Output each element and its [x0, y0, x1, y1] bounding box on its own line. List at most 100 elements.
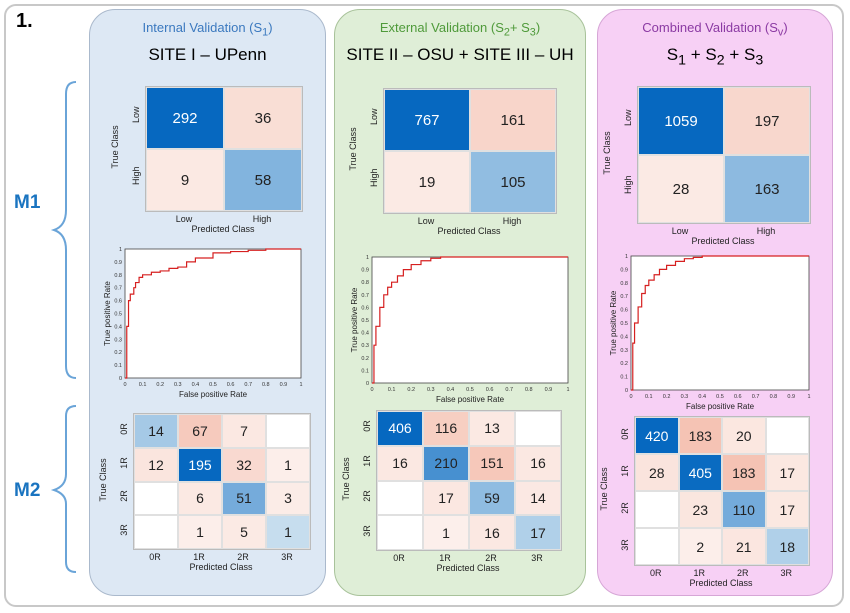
x-tick-label: 0.8: [770, 394, 778, 400]
matrix-cell: 183: [722, 454, 766, 491]
site-sub: 3: [755, 52, 764, 69]
y-tick-label: 0.6: [361, 305, 369, 311]
matrix-cell: 21: [722, 528, 766, 565]
col-tick-label: 0R: [393, 553, 405, 563]
row-tick-label: 1R: [620, 464, 630, 477]
matrix-cell: 163: [724, 155, 810, 223]
matrix-cell: 110: [722, 491, 766, 528]
x-tick-label: 0.1: [645, 394, 653, 400]
matrix-cell: 58: [224, 149, 302, 211]
x-tick-label: 0.2: [156, 382, 164, 388]
col-tick-label: Low: [175, 214, 193, 224]
matrix-cell: 16: [469, 515, 515, 550]
site-label: SITE I – UPenn: [148, 45, 267, 64]
x-tick-label: 0.7: [505, 387, 513, 393]
title-end: ): [535, 20, 541, 35]
col-tick-label: High: [502, 216, 522, 226]
title-subscript: 2: [503, 26, 510, 39]
site-label: SITE II – OSU + SITE III – UH: [346, 45, 574, 64]
y-tick-label: 0.1: [114, 363, 122, 369]
matrix-cell: 6: [178, 481, 222, 516]
x-tick-label: 0.1: [139, 382, 147, 388]
col-tick-label: 1R: [193, 552, 205, 562]
x-axis-label: Predicted Class: [689, 578, 753, 588]
confusion-matrix: 292 36 9 58: [145, 86, 303, 212]
x-tick-label: 0.5: [466, 387, 474, 393]
x-tick-label: 1: [807, 394, 810, 400]
col-tick-label: High: [252, 214, 272, 224]
matrix-cell: 9: [146, 149, 224, 211]
matrix-cell: 59: [469, 480, 515, 516]
y-tick-label: 0.9: [361, 268, 369, 274]
x-tick-label: 0.1: [388, 387, 396, 393]
row-tick-label: 2R: [119, 490, 129, 503]
panel-title: Combined Validation (Sv): [598, 20, 832, 39]
matrix-cell: 195: [178, 447, 222, 482]
y-tick-label: 0: [119, 376, 122, 382]
matrix-cell: 19: [384, 151, 470, 213]
matrix-cell: 67: [178, 414, 222, 448]
col-tick-label: 2R: [485, 553, 497, 563]
y-tick-label: 0.5: [114, 312, 122, 318]
matrix-cell: 36: [224, 87, 302, 149]
matrix-cell: 51: [222, 481, 266, 516]
row-tick-label: 0R: [362, 420, 372, 433]
matrix-cell: 151: [469, 445, 515, 481]
row-tick-label: Low: [623, 109, 633, 126]
col-tick-label: 2R: [736, 568, 749, 578]
y-tick-label: 1: [119, 247, 122, 253]
y-tick-label: 0.5: [361, 318, 369, 324]
y-tick-label: 1: [625, 254, 628, 260]
y-tick-label: 0.6: [114, 299, 122, 305]
x-tick-label: 0.4: [698, 394, 706, 400]
y-axis-label: True Class: [98, 457, 108, 502]
matrix-cell: 17: [423, 480, 469, 516]
y-tick-label: 0.1: [620, 375, 628, 381]
row-tick-label: Low: [369, 108, 379, 125]
col-tick-label: High: [756, 226, 776, 236]
matrix-cell: 17: [515, 515, 561, 550]
x-tick-label: 0.9: [787, 394, 795, 400]
y-tick-label: 0.7: [114, 286, 122, 292]
y-axis-label: True positive Rate: [609, 290, 618, 355]
x-tick-label: 0.5: [209, 382, 217, 388]
matrix-cell: 12: [134, 447, 178, 482]
plot-area: [630, 255, 810, 391]
confusion-matrix: 420 183 20 28 405 183 17 23 110 17 2 21 18: [634, 416, 810, 566]
matrix-cell: [134, 515, 178, 549]
col-tick-label: 1R: [693, 568, 705, 578]
row-tick-label: 3R: [119, 524, 129, 536]
x-tick-label: 0.6: [486, 387, 494, 393]
figure-frame: [4, 4, 844, 607]
x-axis-label: Predicted Class: [191, 224, 255, 234]
matrix-cell: [377, 480, 423, 516]
x-tick-label: 0.3: [681, 394, 689, 400]
y-tick-label: 0.5: [620, 321, 628, 327]
matrix-cell: [266, 414, 310, 448]
col-tick-label: 3R: [281, 552, 293, 562]
x-tick-label: 0.8: [525, 387, 533, 393]
confusion-matrix: 767 161 19 105: [383, 88, 557, 214]
matrix-cell: 292: [146, 87, 224, 149]
title-mid: + S: [509, 20, 530, 35]
figure-number: 1.: [16, 10, 33, 32]
matrix-cell: 20: [722, 417, 766, 454]
x-tick-label: 0.2: [407, 387, 415, 393]
matrix-cell: 116: [423, 411, 469, 446]
matrix-cell: 1: [178, 515, 222, 549]
matrix-cell: 23: [678, 491, 722, 528]
confusion-matrix: 14 67 7 12 195 32 1 6 51 3 1 5 1: [133, 413, 311, 550]
y-axis-label: True Class: [341, 456, 351, 501]
col-tick-label: Low: [671, 226, 689, 236]
y-tick-label: 0: [625, 388, 628, 394]
x-tick-label: 0: [370, 387, 373, 393]
x-axis-label: Predicted Class: [436, 563, 500, 573]
x-tick-label: 0: [123, 382, 126, 388]
matrix-cell: 16: [377, 445, 423, 481]
roc-chart: 00 0.1 0.1 0.2 0.2 0.3 0.3 0.4 0.4 0.5 0.5 0.6 0.6 0.…: [103, 247, 303, 399]
matrix-cell: 1: [423, 515, 469, 550]
x-tick-label: 0.6: [734, 394, 742, 400]
matrix-cell: 17: [765, 491, 809, 528]
y-tick-label: 0.8: [620, 281, 628, 287]
matrix-cell: [515, 411, 561, 446]
